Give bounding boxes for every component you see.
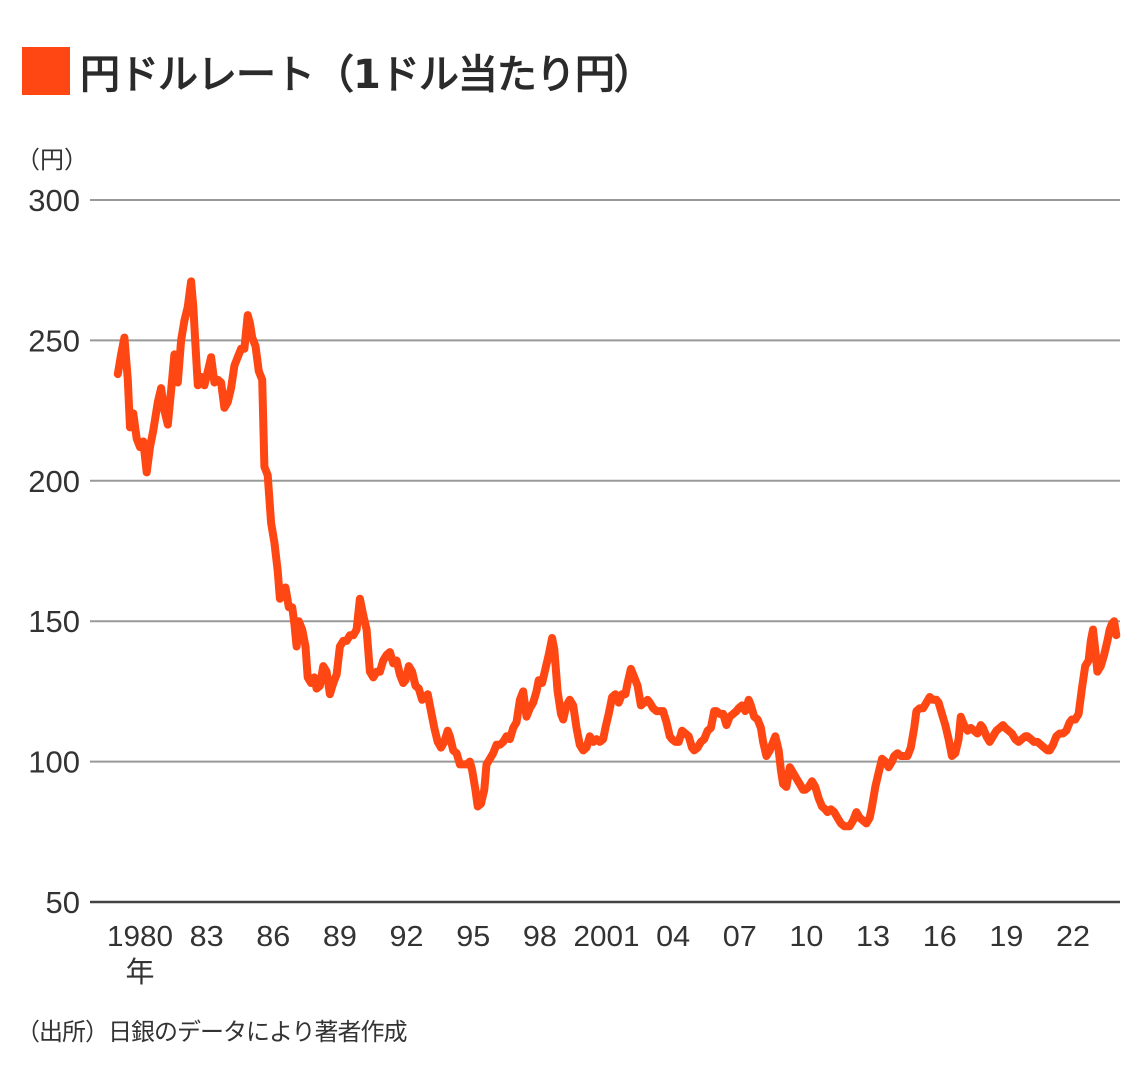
x-tick-label: 86: [256, 921, 290, 953]
x-tick-label: 98: [523, 921, 557, 953]
y-tick-label: 250: [28, 323, 80, 358]
x-tick-label: 13: [856, 921, 890, 953]
chart-title-block: 円ドルレート（1ドル当たり円）: [22, 42, 654, 100]
y-tick-labels: 300 250 200 150 100 50: [28, 183, 80, 920]
y-tick-label: 200: [28, 464, 80, 499]
y-tick-label: 300: [28, 183, 80, 218]
line-chart: 300 250 200 150 100 50 1980 83 86 89 92 95 98 2001 04…: [28, 183, 1121, 989]
series-line-usd-jpy: [113, 277, 1121, 831]
x-tick-label: 1980: [107, 921, 173, 953]
chart-title: 円ドルレート（1ドル当たり円）: [80, 52, 654, 98]
x-tick-label: 19: [989, 921, 1023, 953]
x-tick-label: 95: [456, 921, 490, 953]
y-tick-label: 50: [46, 885, 80, 920]
x-tick-label: 16: [923, 921, 957, 953]
source-note: （出所）日銀のデータにより著者作成: [16, 1018, 408, 1046]
y-tick-label: 100: [28, 745, 80, 780]
x-tick-label: 04: [656, 921, 690, 953]
x-tick-label: 92: [390, 921, 424, 953]
x-tick-label: 89: [323, 921, 357, 953]
x-year-unit-label: 年: [125, 956, 154, 989]
x-tick-label: 10: [789, 921, 823, 953]
x-tick-label: 22: [1056, 921, 1090, 953]
title-marker-square: [22, 47, 70, 95]
gridlines: [90, 199, 1120, 904]
x-tick-label: 07: [723, 921, 757, 953]
x-tick-labels: 1980 83 86 89 92 95 98 2001 04 07 10 13 16 19 22: [107, 921, 1090, 953]
y-axis-unit-label: （円）: [16, 146, 88, 174]
x-tick-label: 83: [190, 921, 224, 953]
x-tick-label: 2001: [574, 921, 640, 953]
y-tick-label: 150: [28, 604, 80, 639]
